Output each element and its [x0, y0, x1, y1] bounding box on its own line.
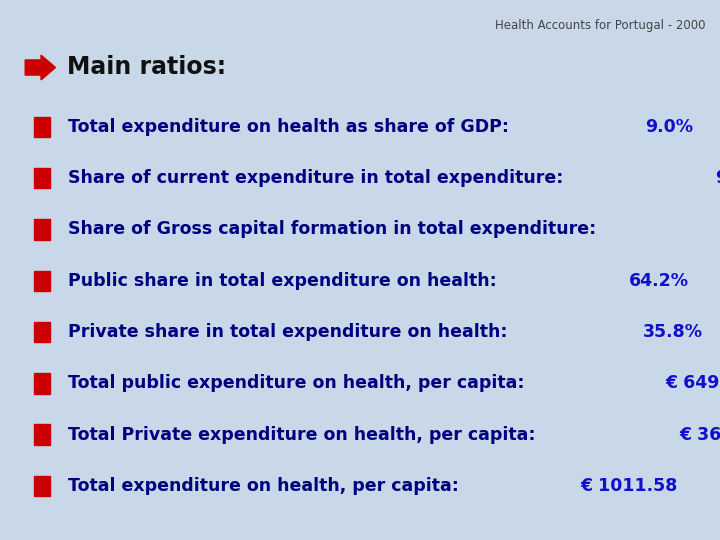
- Text: Private share in total expenditure on health:: Private share in total expenditure on he…: [68, 323, 514, 341]
- Bar: [34, 373, 50, 394]
- Text: Total public expenditure on health, per capita:: Total public expenditure on health, per …: [68, 374, 531, 393]
- Text: Main ratios:: Main ratios:: [67, 56, 226, 79]
- Text: Share of Gross capital formation in total expenditure:: Share of Gross capital formation in tota…: [68, 220, 603, 239]
- Text: 9.0%: 9.0%: [645, 118, 693, 136]
- Text: € 362.40: € 362.40: [680, 426, 720, 444]
- Text: Total Private expenditure on health, per capita:: Total Private expenditure on health, per…: [68, 426, 542, 444]
- Bar: [34, 271, 50, 291]
- Text: € 1011.58: € 1011.58: [580, 477, 678, 495]
- Bar: [34, 117, 50, 137]
- Bar: [34, 219, 50, 240]
- Text: Public share in total expenditure on health:: Public share in total expenditure on hea…: [68, 272, 503, 290]
- FancyArrow shape: [25, 55, 55, 80]
- Text: Share of current expenditure in total expenditure:: Share of current expenditure in total ex…: [68, 169, 570, 187]
- Text: 64.2%: 64.2%: [629, 272, 689, 290]
- Text: 95.7%: 95.7%: [716, 169, 720, 187]
- Text: 35.8%: 35.8%: [643, 323, 703, 341]
- Bar: [34, 168, 50, 188]
- Text: € 649.18: € 649.18: [665, 374, 720, 393]
- Bar: [34, 424, 50, 445]
- Text: Total expenditure on health, per capita:: Total expenditure on health, per capita:: [68, 477, 465, 495]
- Text: Health Accounts for Portugal - 2000: Health Accounts for Portugal - 2000: [495, 19, 706, 32]
- Text: Total expenditure on health as share of GDP:: Total expenditure on health as share of …: [68, 118, 516, 136]
- Bar: [34, 322, 50, 342]
- Bar: [34, 476, 50, 496]
